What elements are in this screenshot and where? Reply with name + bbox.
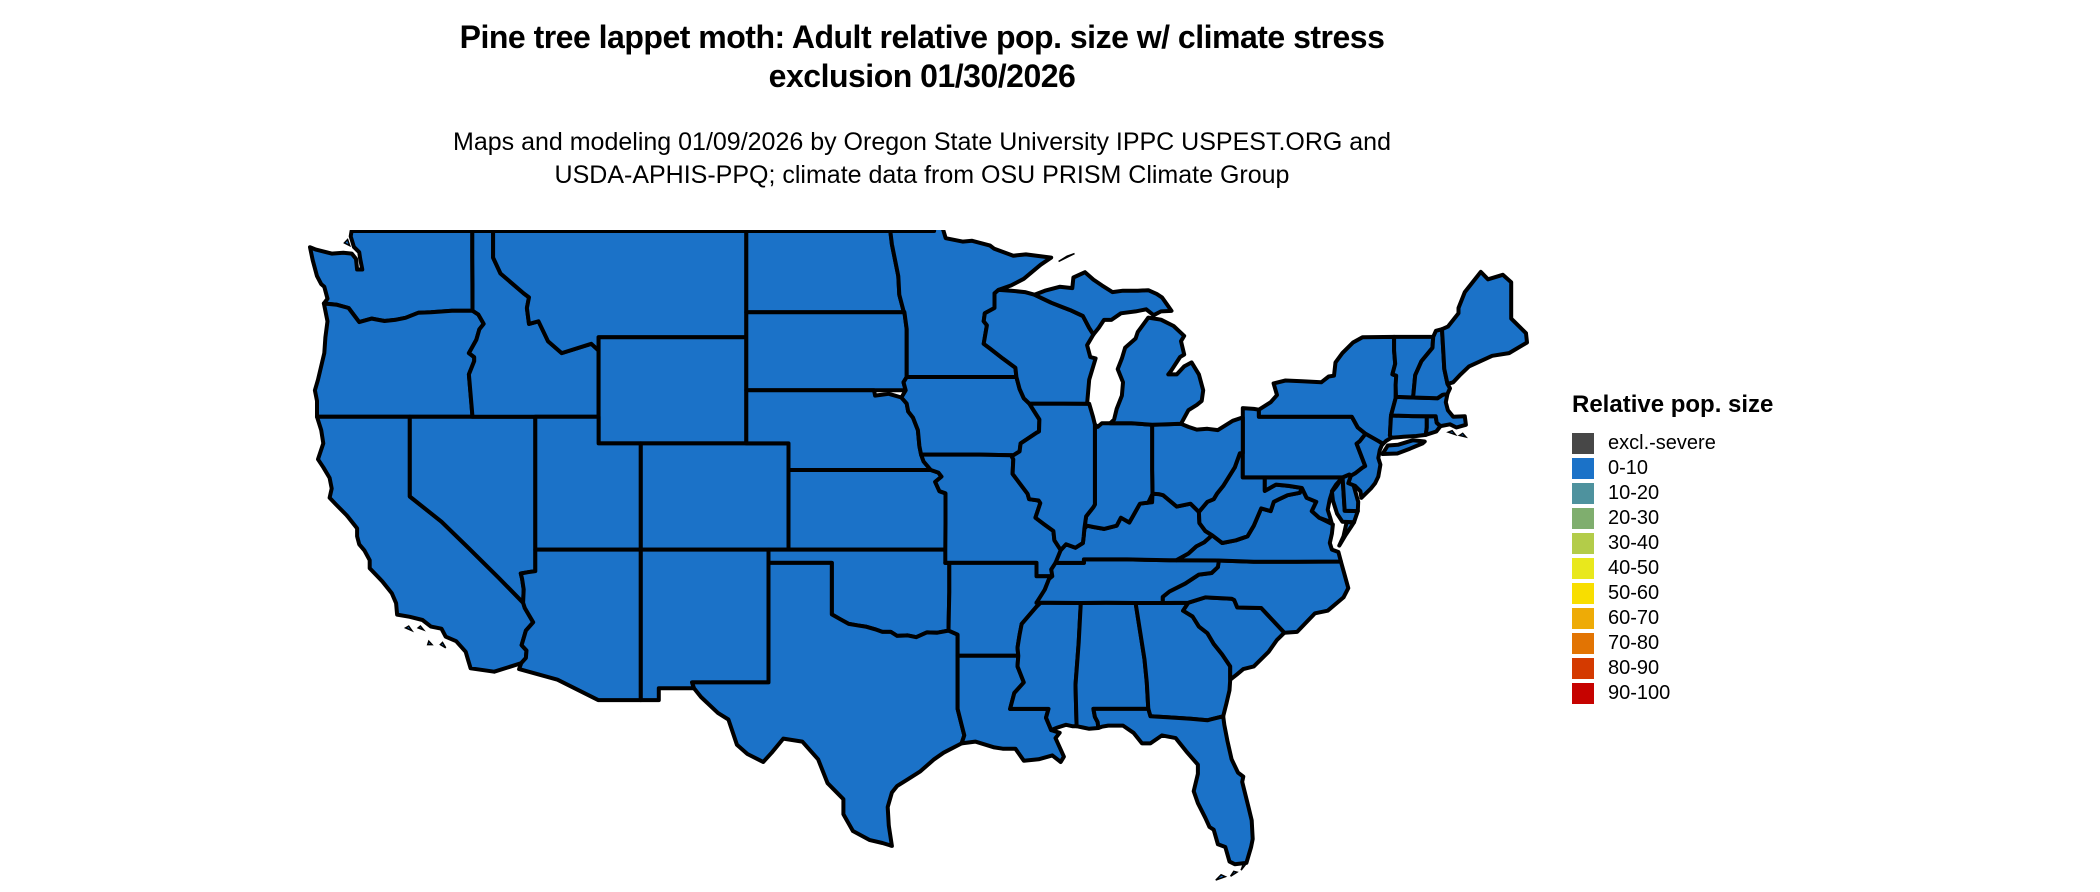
legend-class-label: 50-60 [1608,582,1660,604]
state-az [517,547,643,703]
legend: Relative pop. size excl.-severe 0-10 10-20… [1572,391,1773,706]
state-nm [638,547,771,703]
legend-class-label: excl.-severe [1608,432,1716,454]
legend-swatch-20-30 [1572,508,1594,529]
state-co [638,441,791,552]
map-area [300,218,1540,890]
page-title-line-2: exclusion 01/30/2026 [768,58,1076,94]
legend-swatch-30-40 [1572,533,1594,554]
legend-swatch-80-90 [1572,658,1594,679]
state-me [1440,269,1529,386]
legend-class-label: 70-80 [1608,632,1660,654]
state-mi [1032,270,1206,427]
legend-title: Relative pop. size [1572,391,1774,418]
state-il [1009,401,1097,553]
state-nd [744,229,907,315]
state-oh [1150,415,1245,514]
legend-swatch-50-60 [1572,583,1594,604]
florida-keys-1-island [1240,863,1248,871]
map-header: Pine tree lappet moth: Adult relative po… [20,18,1824,192]
state-or [312,301,486,419]
legend-row: 40-50 [1572,556,1773,581]
legend-row: 30-40 [1572,531,1773,556]
legend-swatch-0-10 [1572,458,1594,479]
state-tx [690,560,967,848]
legend-class-label: 10-20 [1608,482,1660,504]
state-wy [596,335,749,446]
state-nj [1346,431,1385,500]
florida-keys-3-island [1215,873,1228,881]
legend-swatch-excl.-severe [1572,433,1594,454]
marthas-vineyard-island [1446,429,1458,437]
legend-class-label: 80-90 [1608,657,1660,679]
state-ks [786,468,948,552]
isle-royale-island [1058,252,1075,263]
channel-island-3-island [439,641,447,649]
legend-class-label: 60-70 [1608,607,1660,629]
state-ct [1387,413,1429,440]
legend-class-label: 30-40 [1608,532,1660,554]
florida-keys-2-island [1229,870,1239,877]
legend-swatch-10-20 [1572,483,1594,504]
legend-row: 60-70 [1572,606,1773,631]
legend-row: 80-90 [1572,656,1773,681]
legend-class-label: 20-30 [1608,507,1660,529]
legend-swatch-40-50 [1572,558,1594,579]
state-sd [744,310,909,393]
channel-island-1-island [403,625,415,633]
legend-row: 20-30 [1572,506,1773,531]
legend-row: 50-60 [1572,581,1773,606]
legend-swatch-60-70 [1572,608,1594,629]
nantucket-island [1457,432,1469,439]
channel-island-4-island [426,639,434,646]
legend-class-label: 90-100 [1608,682,1671,704]
legend-row: 70-80 [1572,631,1773,656]
legend-row: 0-10 [1572,456,1773,481]
channel-island-2-island [416,625,426,632]
legend-rows: excl.-severe 0-10 10-20 20-30 30-40 40-50 50-6… [1572,431,1773,706]
legend-class-label: 40-50 [1608,557,1660,579]
page-title-line-1: Pine tree lappet moth: Adult relative po… [459,19,1385,55]
san-juan-island [343,238,352,248]
legend-swatch-90-100 [1572,683,1594,704]
legend-row: 10-20 [1572,481,1773,506]
state-fl [1091,706,1255,867]
legend-row: 90-100 [1572,681,1773,706]
map-subtitle: Maps and modeling 01/09/2026 by Oregon S… [20,126,1824,192]
us-map [308,218,1529,881]
legend-swatch-70-80 [1572,633,1594,654]
legend-class-label: 0-10 [1608,457,1649,479]
legend-row: excl.-severe [1572,431,1773,456]
map-subtitle-line-2: USDA-APHIS-PPQ; climate data from OSU PR… [554,161,1290,189]
map-subtitle-line-1: Maps and modeling 01/09/2026 by Oregon S… [453,128,1391,156]
